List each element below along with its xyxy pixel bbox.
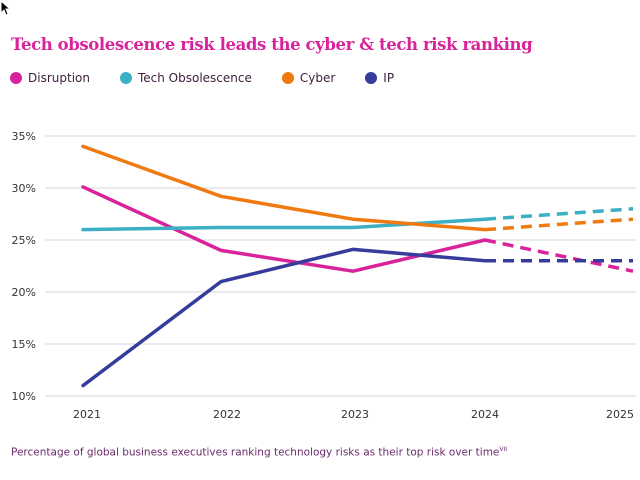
legend-label: IP (383, 71, 395, 85)
series-line-ip (81, 247, 487, 388)
mouse-cursor-icon (0, 0, 12, 16)
legend-label: Disruption (28, 71, 90, 85)
legend-dot (281, 72, 294, 84)
legend-item-ip: IP (365, 71, 394, 85)
y-tick-label: 30% (12, 182, 36, 195)
y-tick-label: 20% (12, 286, 36, 299)
caption-text: Percentage of global business executives… (11, 446, 500, 459)
y-tick-label: 15% (12, 338, 36, 351)
legend-dot (119, 72, 132, 84)
chart-title: Tech obsolescence risk leads the cyber &… (11, 35, 533, 54)
legend-label: Tech Obsolescence (137, 71, 252, 85)
legend-item-disruption: Disruption (10, 71, 90, 85)
line-chart: 10% 15% 20% 25% 30% 35% 2021 2022 2023 2024 2025 (12, 130, 636, 421)
x-tick-label: 2025 (606, 408, 634, 421)
caption-footnote: VII (499, 446, 508, 453)
x-tick-label: 2021 (73, 408, 101, 421)
x-tick-label: 2024 (471, 408, 499, 421)
legend-item-cyber: Cyber (281, 71, 336, 85)
y-tick-label: 25% (12, 234, 36, 247)
legend: Disruption Tech Obsolescence Cyber IP (10, 71, 424, 85)
y-tick-label: 35% (12, 130, 36, 143)
x-tick-label: 2022 (213, 408, 241, 421)
legend-label: Cyber (299, 71, 336, 85)
legend-dot (365, 72, 378, 84)
x-tick-label: 2023 (341, 408, 369, 421)
legend-item-tech-obsolescence: Tech Obsolescence (119, 71, 252, 85)
chart-caption: Percentage of global business executives… (11, 446, 507, 459)
series-forecast-line-disruption (484, 238, 634, 273)
series-forecast-line-tech-obsolescence (484, 207, 634, 221)
y-tick-label: 10% (12, 390, 36, 403)
series-forecast-line-cyber (484, 217, 634, 232)
legend-dot (10, 72, 22, 84)
series-line-cyber (81, 144, 487, 232)
